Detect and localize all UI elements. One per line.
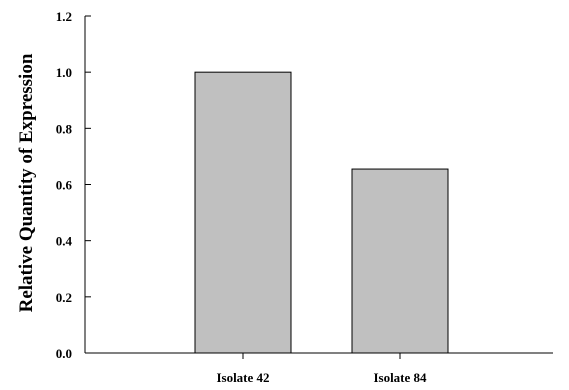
x-tick-label: Isolate 84 [373, 370, 427, 385]
y-tick-label: 0.6 [56, 178, 73, 193]
y-tick-label: 0.2 [56, 290, 72, 305]
y-tick-label: 0.0 [56, 346, 72, 361]
y-tick-label: 1.2 [56, 9, 72, 24]
y-tick-label: 1.0 [56, 65, 72, 80]
y-tick-label: 0.4 [56, 234, 73, 249]
axes [84, 16, 553, 354]
y-axis-ticks: 0.0 0.2 0.4 0.6 0.8 1.0 1.2 [56, 9, 91, 361]
y-axis-title: Relative Quantity of Expression [16, 53, 37, 312]
bar-1 [194, 71, 292, 354]
bars [194, 71, 449, 354]
bar-2 [351, 168, 449, 354]
x-tick-label: Isolate 42 [216, 370, 269, 385]
x-axis-ticks: Isolate 42 Isolate 84 [216, 353, 427, 385]
y-tick-label: 0.8 [56, 121, 73, 136]
